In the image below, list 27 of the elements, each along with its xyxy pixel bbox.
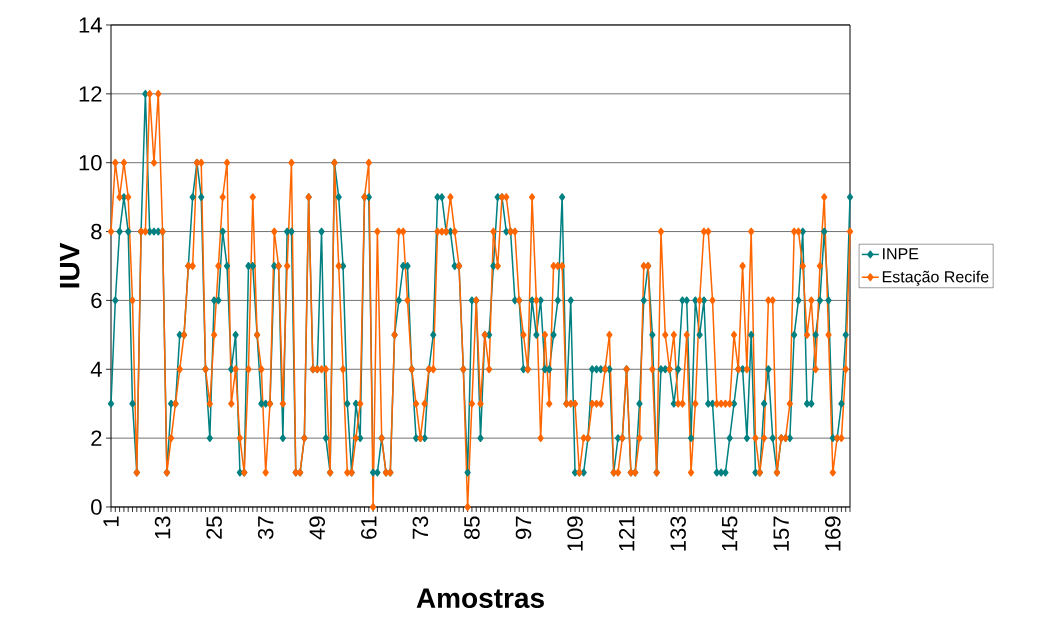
x-tick-label: 61 (361, 516, 377, 539)
x-tick-label: 13 (154, 516, 171, 539)
x-tick-label: 97 (515, 516, 532, 539)
x-tick-label: 73 (412, 516, 429, 539)
y-tick-label: 6 (91, 292, 102, 309)
x-tick-label: 169 (825, 516, 841, 551)
y-tick-label: 8 (91, 223, 102, 240)
y-axis-title: IUV (59, 242, 80, 288)
y-tick-label: 14 (79, 17, 102, 33)
x-tick-label: 37 (257, 516, 274, 540)
x-tick-label: 157 (773, 516, 789, 551)
x-tick-label: 133 (670, 516, 686, 551)
y-tick-label: 2 (91, 430, 102, 446)
y-tick-label: 12 (79, 86, 102, 102)
x-tick-label: 25 (206, 516, 222, 539)
x-tick-label: 1 (103, 516, 119, 527)
y-tick-label: 10 (79, 154, 102, 171)
x-tick-label: 109 (567, 516, 583, 551)
x-axis-title: Amostras (416, 588, 544, 609)
y-tick-label: 0 (91, 499, 102, 515)
x-tick-label: 49 (309, 516, 326, 540)
y-tick-label: 4 (90, 361, 102, 377)
x-tick-label: 145 (722, 516, 738, 551)
x-tick-label: 85 (464, 516, 480, 540)
legend-label: INPE (883, 248, 919, 260)
x-tick-label: 121 (618, 516, 635, 551)
legend-label: Estação Recife (882, 270, 989, 286)
